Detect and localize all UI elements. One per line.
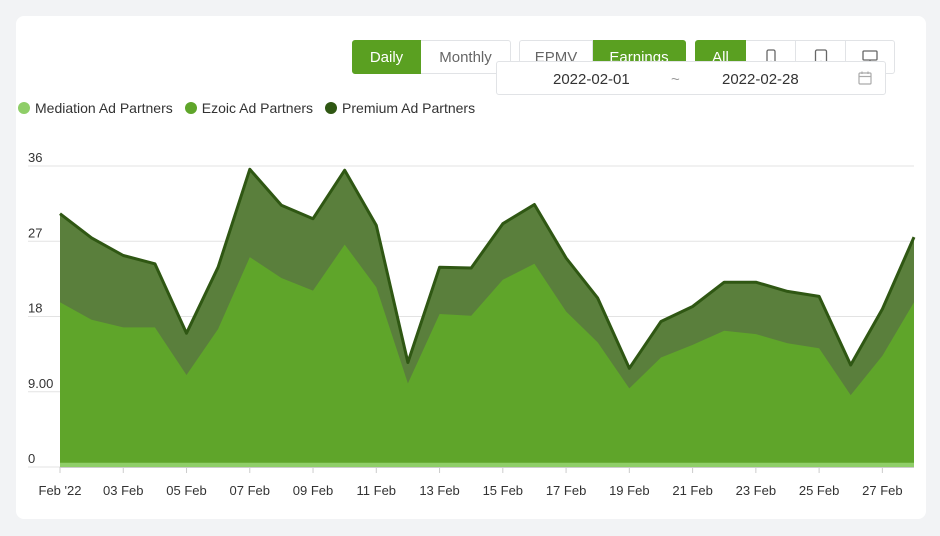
- x-tick-label: 21 Feb: [672, 483, 712, 498]
- legend-label-mediation: Mediation Ad Partners: [35, 100, 173, 116]
- premium-series-line: [59, 167, 916, 370]
- y-tick-label: 36: [28, 150, 42, 165]
- x-tick-label: 25 Feb: [799, 483, 839, 498]
- end-date[interactable]: 2022-02-28: [722, 71, 799, 88]
- date-separator: ~: [671, 71, 680, 88]
- period-toggle: Daily Monthly: [352, 40, 511, 74]
- x-tick-label: 15 Feb: [483, 483, 523, 498]
- legend-item-ezoic[interactable]: Ezoic Ad Partners: [184, 100, 314, 116]
- chart-legend: Mediation Ad Partners Ezoic Ad Partners …: [18, 100, 487, 116]
- legend-label-premium: Premium Ad Partners: [342, 100, 476, 116]
- x-tick-label: 05 Feb: [166, 483, 206, 498]
- x-tick-label: 23 Feb: [736, 483, 776, 498]
- legend-item-mediation[interactable]: Mediation Ad Partners: [18, 100, 173, 116]
- x-tick-label: 09 Feb: [293, 483, 333, 498]
- x-tick-label: 19 Feb: [609, 483, 649, 498]
- x-tick-label: 07 Feb: [230, 483, 270, 498]
- date-range-picker[interactable]: 2022-02-01 ~ 2022-02-28: [496, 61, 886, 95]
- start-date[interactable]: 2022-02-01: [553, 71, 630, 88]
- y-tick-label: 9.00: [28, 376, 53, 391]
- mediation-area: [60, 462, 914, 467]
- x-tick-label: 27 Feb: [862, 483, 902, 498]
- legend-label-ezoic: Ezoic Ad Partners: [201, 100, 314, 116]
- legend-dot-mediation: [18, 102, 30, 114]
- x-tick-label: 03 Feb: [103, 483, 143, 498]
- ezoic-area: [60, 244, 914, 467]
- legend-dot-premium: [325, 102, 338, 114]
- y-tick-label: 18: [28, 301, 42, 316]
- y-tick-label: 27: [28, 225, 42, 240]
- legend-dot-ezoic: [184, 102, 197, 114]
- x-tick-label: 13 Feb: [419, 483, 459, 498]
- y-tick-label: 0: [28, 451, 35, 466]
- daily-button[interactable]: Daily: [352, 40, 421, 74]
- x-tick-label: Feb '22: [39, 483, 82, 498]
- x-tick-label: 17 Feb: [546, 483, 586, 498]
- x-tick-label: 11 Feb: [357, 483, 397, 498]
- calendar-icon[interactable]: [858, 71, 872, 85]
- legend-item-premium[interactable]: Premium Ad Partners: [325, 100, 475, 116]
